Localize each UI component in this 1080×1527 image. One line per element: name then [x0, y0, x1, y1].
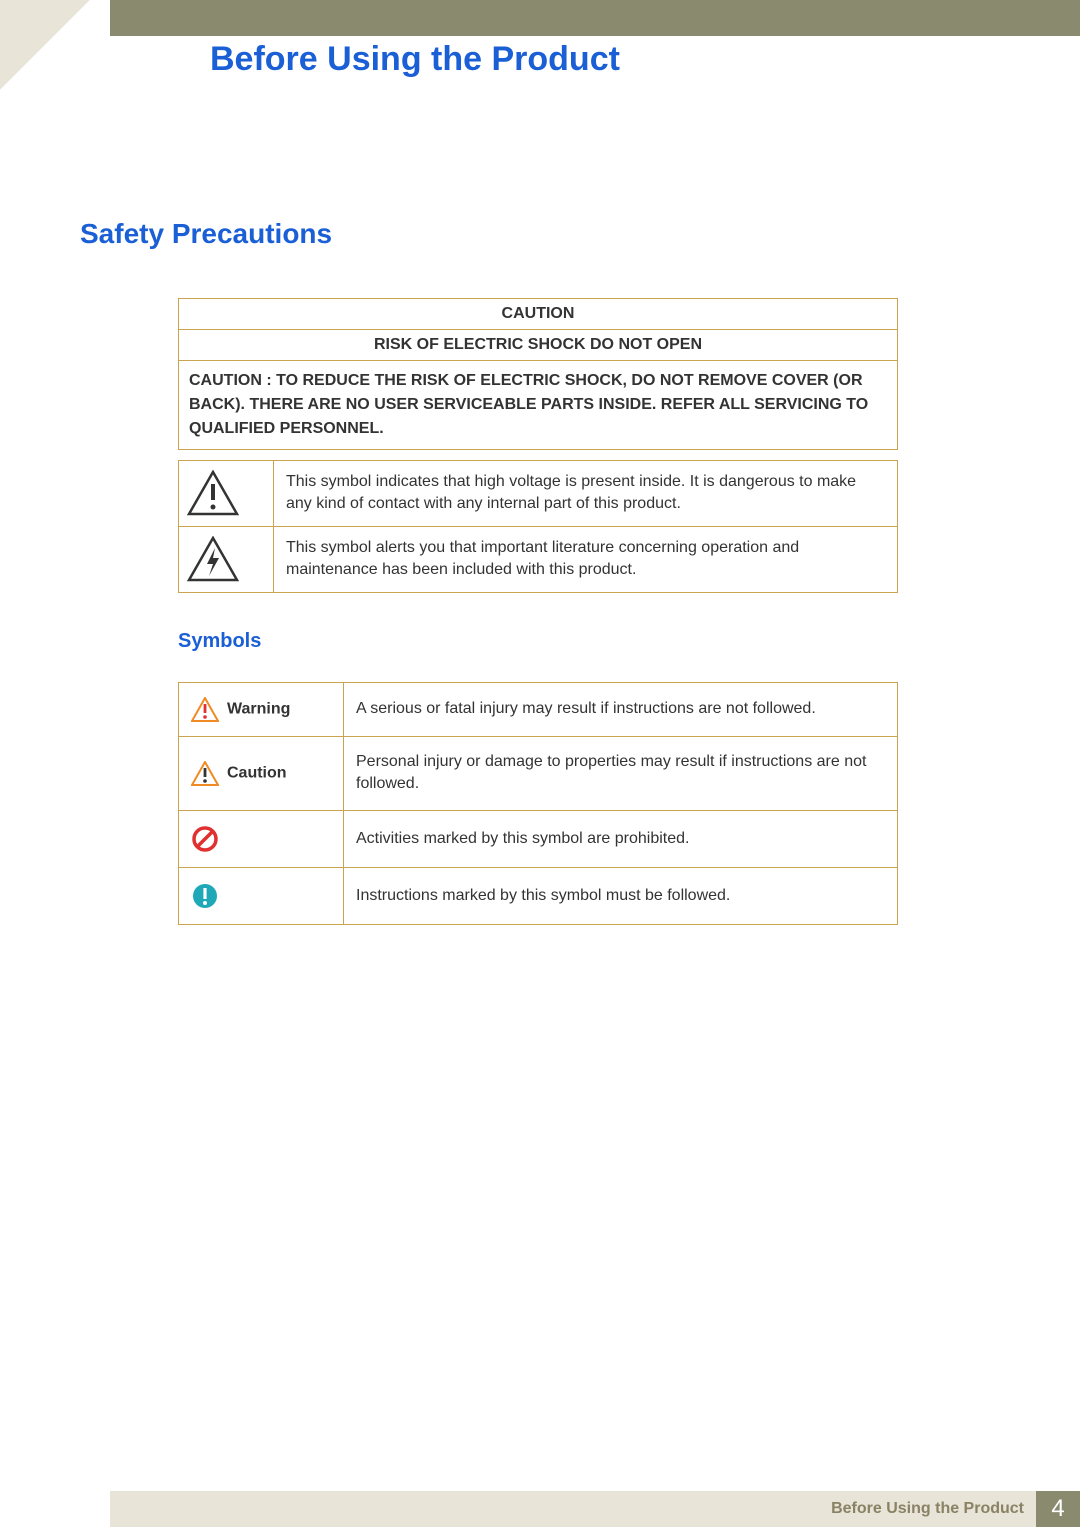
footer-bar: Before Using the Product 4 [110, 1491, 1080, 1527]
prohibited-label-cell [179, 810, 344, 867]
symbol-desc: This symbol alerts you that important li… [274, 526, 898, 592]
symbol-desc: This symbol indicates that high voltage … [274, 461, 898, 527]
prohibited-desc: Activities marked by this symbol are pro… [344, 810, 898, 867]
warning-label-cell: Warning [179, 683, 344, 737]
caution-label-cell: Caution [179, 737, 344, 811]
symbol-explain-table: This symbol indicates that high voltage … [178, 460, 898, 593]
section-title: Safety Precautions [80, 218, 332, 250]
table-row: Activities marked by this symbol are pro… [179, 810, 898, 867]
caution-subheading: RISK OF ELECTRIC SHOCK DO NOT OPEN [179, 330, 897, 361]
must-follow-label-cell [179, 867, 344, 924]
page-title: Before Using the Product [210, 40, 620, 79]
page-fold-corner [0, 0, 90, 90]
table-row: This symbol alerts you that important li… [179, 526, 898, 592]
table-row: Caution Personal injury or damage to pro… [179, 737, 898, 811]
warning-icon [191, 697, 219, 722]
caution-desc: Personal injury or damage to properties … [344, 737, 898, 811]
prohibited-icon [191, 825, 219, 853]
warning-label: Warning [227, 701, 290, 718]
table-row: Warning A serious or fatal injury may re… [179, 683, 898, 737]
warning-desc: A serious or fatal injury may result if … [344, 683, 898, 737]
footer-text: Before Using the Product [831, 1500, 1024, 1518]
caution-heading: CAUTION [179, 299, 897, 330]
triangle-bolt-icon [179, 526, 274, 592]
table-row: Instructions marked by this symbol must … [179, 867, 898, 924]
must-follow-desc: Instructions marked by this symbol must … [344, 867, 898, 924]
caution-icon [191, 761, 219, 786]
subsection-title: Symbols [178, 630, 261, 653]
symbols-table: Warning A serious or fatal injury may re… [178, 682, 898, 925]
page-number: 4 [1036, 1491, 1080, 1527]
caution-body: CAUTION : TO REDUCE THE RISK OF ELECTRIC… [179, 361, 897, 449]
header-bar [110, 0, 1080, 36]
caution-label: Caution [227, 765, 287, 782]
caution-box: CAUTION RISK OF ELECTRIC SHOCK DO NOT OP… [178, 298, 898, 450]
must-follow-icon [191, 882, 219, 910]
table-row: This symbol indicates that high voltage … [179, 461, 898, 527]
triangle-exclaim-icon [179, 461, 274, 527]
